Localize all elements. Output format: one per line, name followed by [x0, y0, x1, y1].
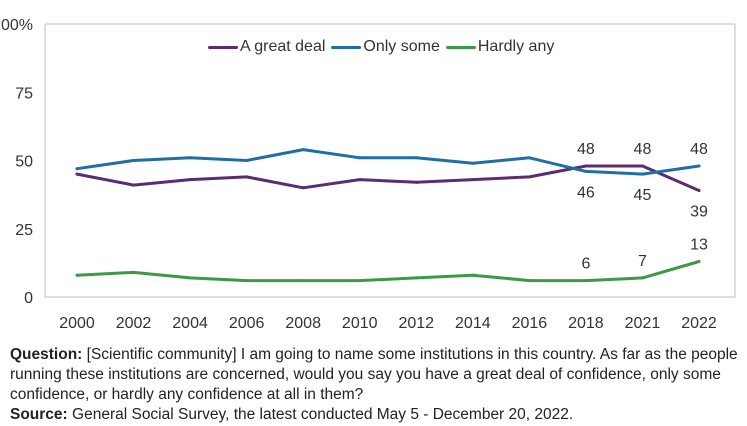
data-point-hardly-any-2002: [132, 270, 136, 274]
data-point-only-some-2018: [584, 169, 588, 173]
series-line-hardly-any: [75, 260, 701, 283]
data-point-only-some-2014: [471, 161, 475, 165]
data-point-a-great-deal-2022: [697, 189, 701, 193]
data-point-only-some-2022: [697, 164, 701, 168]
data-point-hardly-any-2010: [358, 279, 362, 283]
data-point-hardly-any-2006: [245, 279, 249, 283]
x-tick-label-2006: 2006: [229, 315, 265, 332]
x-tick-label-2012: 2012: [398, 315, 434, 332]
data-point-a-great-deal-2006: [245, 175, 249, 179]
data-label-only-some-2018: 46: [577, 184, 595, 201]
y-tick-label-75: 75: [15, 85, 33, 102]
x-tick-label-2008: 2008: [285, 315, 321, 332]
chart-axes: 0 25 50 75 100% 2000 2002 2004 2006 2008 2010 2012 2…: [0, 17, 736, 332]
data-point-a-great-deal-2002: [132, 183, 136, 187]
x-tick-label-2004: 2004: [172, 315, 208, 332]
data-label-a-great-deal-2022: 39: [690, 204, 708, 221]
legend-label-only-some: Only some: [363, 38, 440, 55]
y-tick-label-25: 25: [15, 222, 33, 239]
data-label-hardly-any-2018: 6: [581, 256, 590, 273]
x-tick-label-2022: 2022: [681, 315, 717, 332]
x-tick-label-2002: 2002: [116, 315, 152, 332]
data-point-a-great-deal-2018: [584, 164, 588, 168]
data-point-a-great-deal-2008: [301, 186, 305, 190]
x-tick-label-2018: 2018: [568, 315, 604, 332]
question-note: Question: [Scientific community] I am go…: [10, 345, 740, 405]
data-point-a-great-deal-2004: [188, 178, 192, 182]
chart-data-labels: 48 48 39 46 45 48 6 7 13: [577, 141, 708, 273]
data-point-only-some-2000: [75, 167, 79, 171]
legend-label-hardly-any: Hardly any: [477, 38, 555, 55]
data-point-only-some-2010: [358, 156, 362, 160]
series-line-a-great-deal: [75, 164, 701, 192]
y-tick-label-0: 0: [24, 290, 33, 307]
data-point-a-great-deal-2014: [471, 178, 475, 182]
data-point-hardly-any-2008: [301, 279, 305, 283]
x-tick-label-2021: 2021: [625, 315, 661, 332]
chart-notes: Question: [Scientific community] I am go…: [10, 345, 740, 425]
data-label-hardly-any-2021: 7: [638, 253, 647, 270]
data-point-hardly-any-2016: [527, 279, 531, 283]
data-point-hardly-any-2004: [188, 276, 192, 280]
data-point-hardly-any-2012: [414, 276, 418, 280]
data-point-hardly-any-2014: [471, 273, 475, 277]
data-label-a-great-deal-2018: 48: [577, 141, 595, 158]
x-tick-label-2016: 2016: [512, 315, 548, 332]
data-point-a-great-deal-2021: [640, 164, 644, 168]
data-point-a-great-deal-2016: [527, 175, 531, 179]
data-label-a-great-deal-2021: 48: [634, 141, 652, 158]
data-point-only-some-2008: [301, 148, 305, 152]
legend-swatch-only-some: [331, 45, 362, 49]
data-point-hardly-any-2000: [75, 273, 79, 277]
data-label-only-some-2021: 45: [634, 187, 652, 204]
data-point-hardly-any-2021: [640, 276, 644, 280]
question-label: Question:: [10, 346, 83, 363]
question-text: [Scientific community] I am going to nam…: [10, 346, 738, 403]
data-point-only-some-2021: [640, 172, 644, 176]
data-point-only-some-2004: [188, 156, 192, 160]
source-label: Source:: [10, 406, 68, 423]
data-point-a-great-deal-2012: [414, 180, 418, 184]
x-tick-label-2000: 2000: [59, 315, 95, 332]
source-note: Source: General Social Survey, the lates…: [10, 405, 740, 425]
chart-series: [75, 148, 701, 283]
data-point-only-some-2016: [527, 156, 531, 160]
data-point-hardly-any-2022: [697, 260, 701, 264]
data-point-a-great-deal-2010: [358, 178, 362, 182]
y-tick-label-100: 100%: [0, 17, 33, 34]
legend-swatch-a-great-deal: [208, 45, 238, 49]
data-point-hardly-any-2018: [584, 279, 588, 283]
chart-legend: A great deal Only some Hardly any: [208, 38, 560, 56]
source-text: General Social Survey, the latest conduc…: [67, 406, 574, 423]
data-label-hardly-any-2022: 13: [690, 237, 708, 254]
x-tick-label-2010: 2010: [342, 315, 378, 332]
line-chart: 0 25 50 75 100% 2000 2002 2004 2006 2008 2010 2012 2…: [0, 17, 736, 332]
legend-label-a-great-deal: A great deal: [240, 38, 326, 55]
data-point-only-some-2006: [245, 159, 249, 162]
data-point-only-some-2012: [414, 156, 418, 160]
data-point-a-great-deal-2000: [75, 172, 79, 176]
data-point-only-some-2002: [132, 159, 136, 162]
legend-item-hardly-any: Hardly any: [445, 38, 555, 56]
data-label-only-some-2022: 48: [690, 141, 708, 158]
legend-swatch-hardly-any: [445, 45, 476, 49]
series-line-only-some: [75, 148, 701, 176]
x-tick-label-2014: 2014: [455, 315, 491, 332]
legend-item-a-great-deal: A great deal: [208, 38, 325, 56]
y-tick-label-50: 50: [15, 154, 33, 171]
legend-item-only-some: Only some: [331, 38, 440, 56]
